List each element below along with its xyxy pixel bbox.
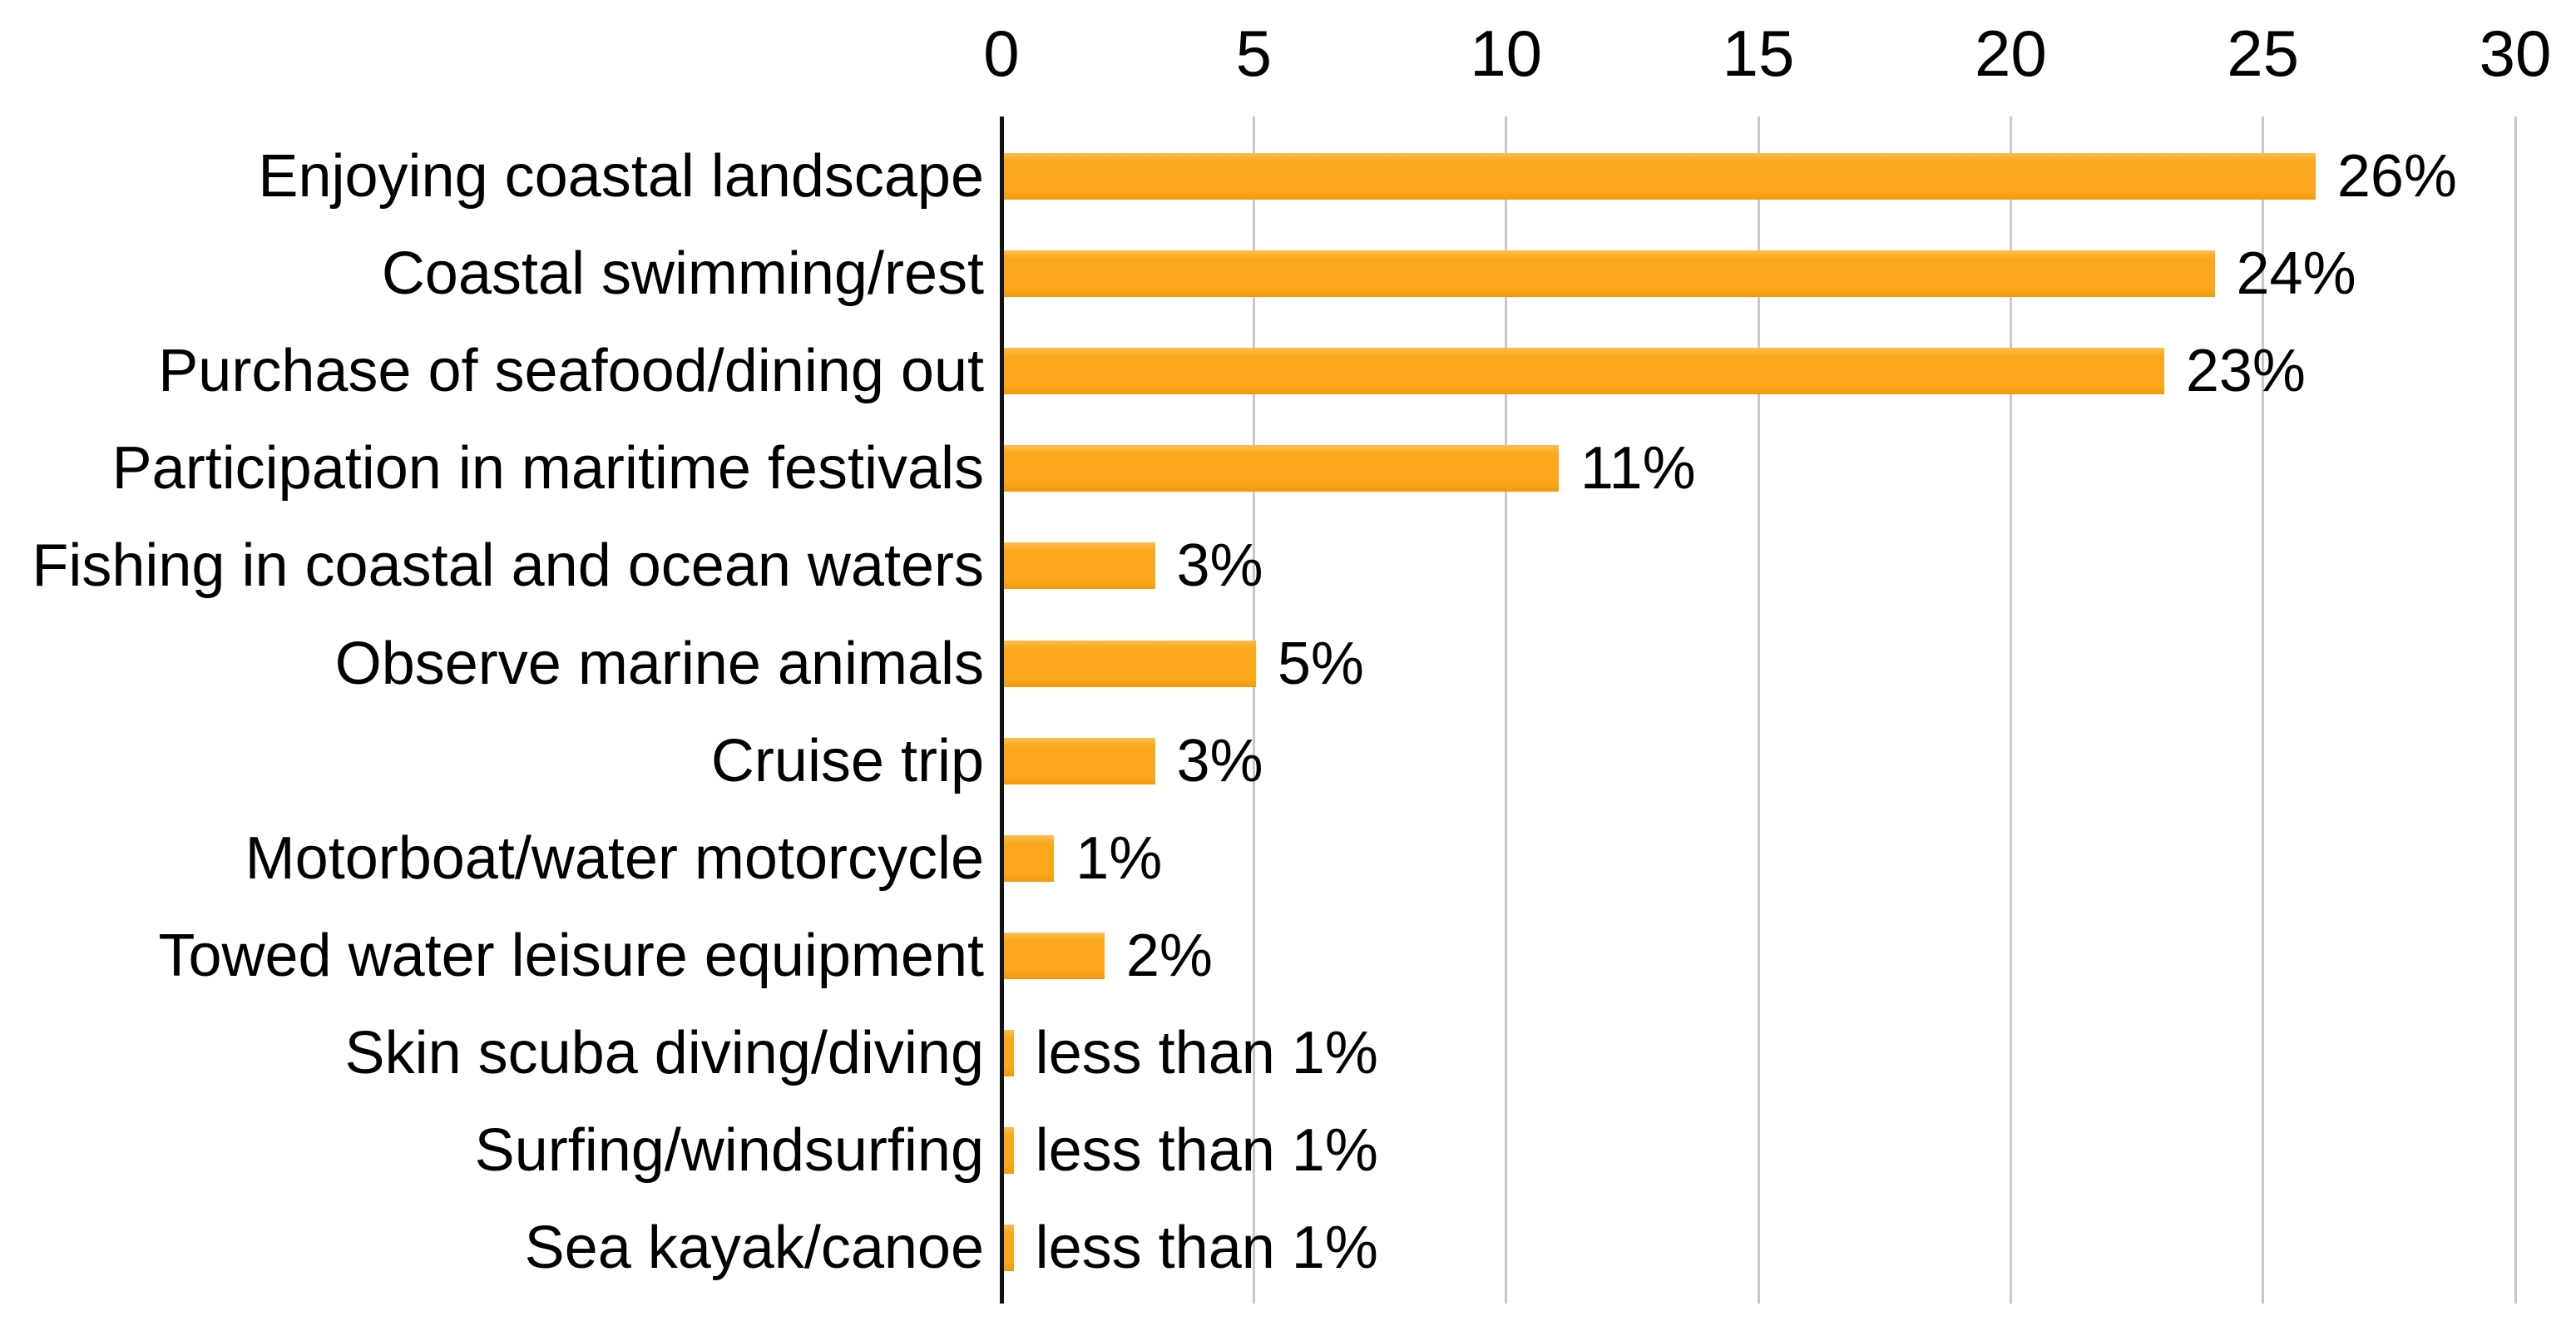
value-label: 5% (1277, 630, 1364, 697)
gridline (2514, 116, 2517, 1304)
category-label: Skin scuba diving/diving (344, 1019, 984, 1086)
bar (1003, 640, 1256, 687)
category-label: Fishing in coastal and ocean waters (32, 532, 984, 600)
x-axis-tick-label: 5 (1235, 17, 1273, 90)
gridline (1252, 116, 1255, 1304)
x-axis-tick-label: 30 (2479, 17, 2552, 90)
bar (1003, 932, 1105, 979)
value-label: 23% (2185, 338, 2306, 405)
value-label: 24% (2236, 240, 2356, 308)
x-axis-tick-label: 15 (1722, 17, 1795, 90)
category-label: Purchase of seafood/dining out (158, 338, 984, 405)
value-axis-line (999, 116, 1004, 1304)
category-label: Sea kayak/canoe (524, 1215, 984, 1282)
value-label: less than 1% (1035, 1215, 1378, 1282)
bar (1003, 737, 1155, 784)
gridline (1757, 116, 1760, 1304)
category-label: Motorboat/water motorcycle (245, 824, 984, 892)
value-label: 2% (1125, 922, 1213, 989)
value-label: less than 1% (1035, 1019, 1378, 1086)
category-label: Cruise trip (710, 727, 984, 794)
category-label: Towed water leisure equipment (158, 922, 984, 989)
category-label: Coastal swimming/rest (381, 240, 984, 308)
bar (1003, 348, 2164, 395)
category-label: Enjoying coastal landscape (258, 143, 984, 210)
value-label: 11% (1580, 435, 1696, 502)
gridline (2262, 116, 2265, 1304)
category-label: Observe marine animals (334, 630, 984, 697)
bar (1003, 834, 1055, 882)
value-label: 3% (1176, 727, 1263, 794)
bar (1003, 445, 1559, 492)
value-label: 1% (1075, 824, 1163, 892)
category-label: Surfing/windsurfing (474, 1117, 984, 1184)
x-axis-tick-label: 10 (1470, 17, 1543, 90)
bar (1003, 1029, 1014, 1076)
bar (1003, 1127, 1014, 1174)
value-label: 26% (2336, 143, 2457, 210)
x-axis-tick-label: 25 (2227, 17, 2300, 90)
value-label: less than 1% (1035, 1117, 1378, 1184)
gridline (2009, 116, 2012, 1304)
bar (1003, 1225, 1014, 1272)
bar (1003, 250, 2215, 298)
x-axis-tick-label: 0 (983, 17, 1020, 90)
category-label: Participation in maritime festivals (111, 435, 984, 502)
bar (1003, 542, 1155, 590)
value-label: 3% (1176, 532, 1263, 600)
bar (1003, 153, 2316, 200)
gridline (1505, 116, 1508, 1304)
x-axis-tick-label: 20 (1974, 17, 2047, 90)
